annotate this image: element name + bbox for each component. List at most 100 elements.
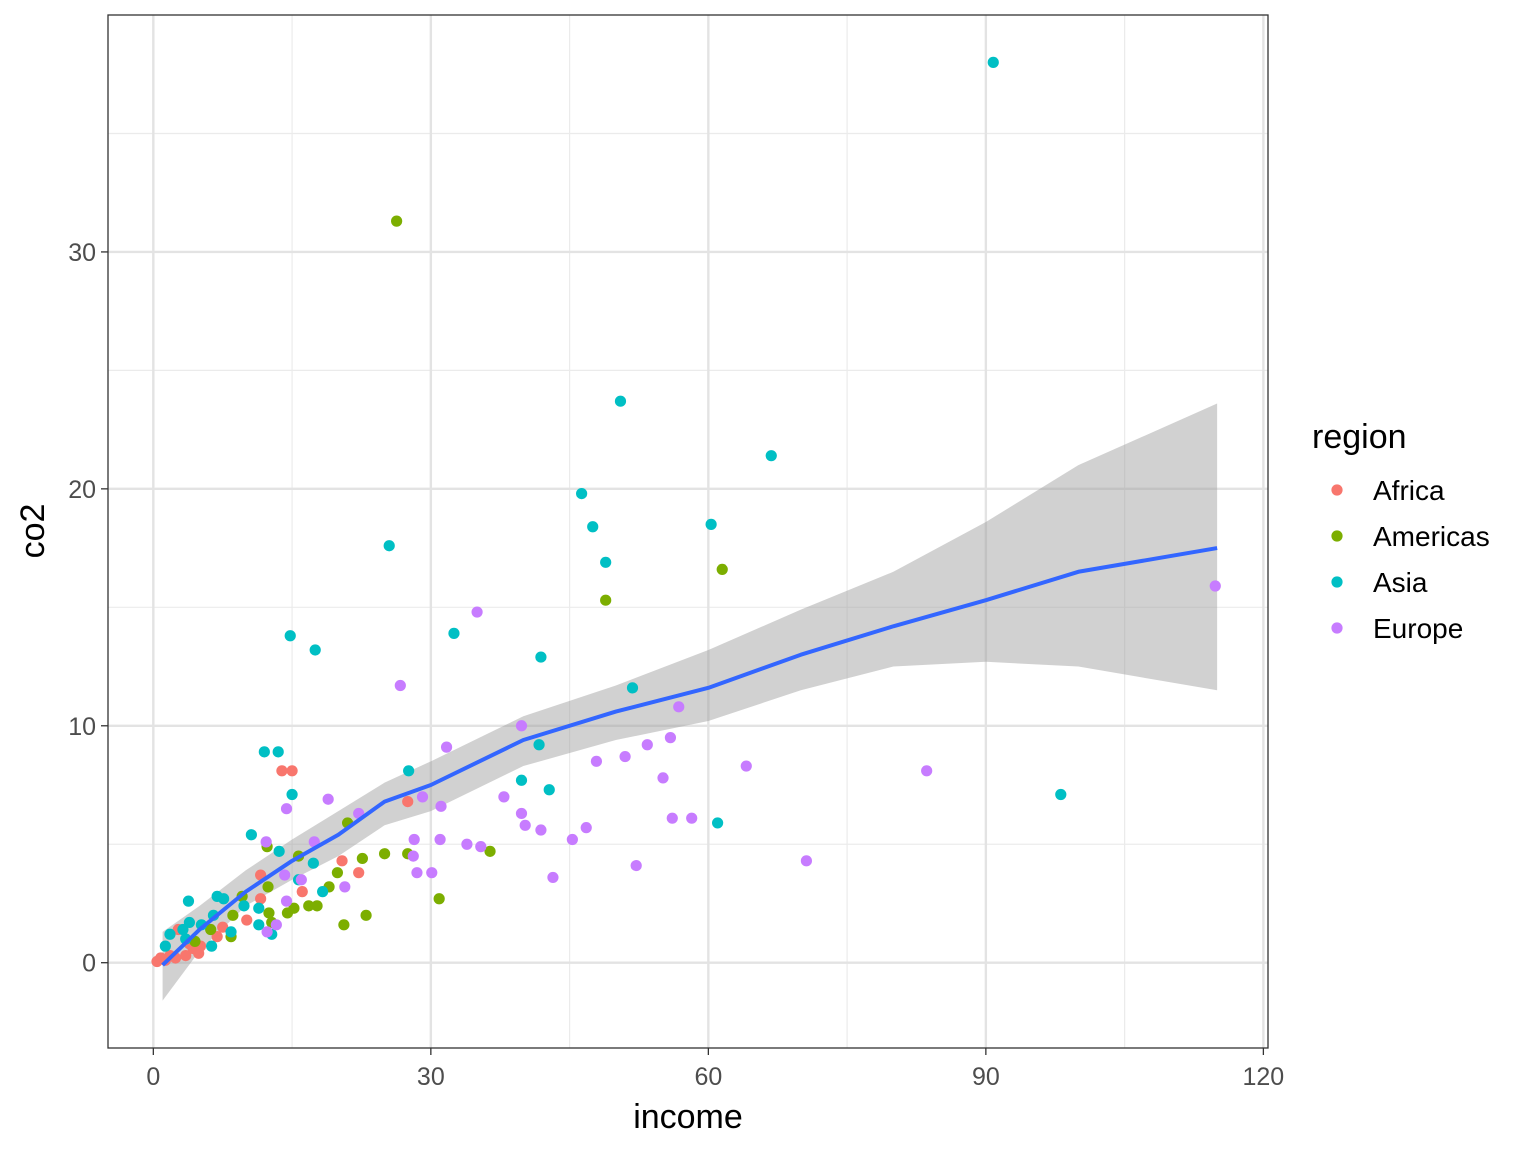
x-tick-label: 0 — [146, 1063, 160, 1091]
point-asia — [253, 902, 265, 914]
point-europe — [461, 838, 473, 850]
point-europe — [261, 926, 273, 938]
point-europe — [619, 750, 631, 763]
legend-label-asia: Asia — [1373, 567, 1428, 598]
point-europe — [279, 869, 291, 881]
point-asia — [383, 540, 395, 552]
point-europe — [260, 836, 272, 848]
point-americas — [356, 852, 368, 865]
point-europe — [322, 793, 334, 805]
point-europe — [666, 812, 678, 824]
point-africa — [336, 855, 348, 867]
point-europe — [740, 760, 752, 772]
smooth-line — [161, 546, 1218, 967]
y-tick-label: 30 — [68, 239, 96, 267]
point-europe — [408, 833, 420, 846]
point-europe — [411, 867, 423, 879]
legend-label-africa: Africa — [1373, 475, 1445, 506]
point-europe — [394, 679, 406, 692]
point-asia — [164, 928, 176, 940]
point-asia — [987, 56, 999, 68]
point-africa — [402, 795, 414, 808]
point-asia — [543, 784, 555, 796]
point-asia — [765, 450, 777, 462]
points — [151, 56, 1221, 968]
point-asia — [238, 900, 250, 912]
legend: region Africa Americas Asia Europe — [1312, 418, 1490, 644]
point-americas — [281, 907, 294, 919]
point-americas — [338, 919, 350, 931]
point-asia — [1055, 788, 1067, 801]
point-asia — [535, 651, 547, 663]
confidence-band — [162, 403, 1218, 1001]
point-americas — [263, 907, 275, 919]
point-europe — [471, 606, 483, 618]
point-asia — [705, 518, 717, 530]
point-europe — [270, 919, 282, 931]
legend-label-americas: Americas — [1373, 521, 1490, 552]
point-asia — [183, 916, 196, 929]
point-europe — [535, 824, 547, 836]
point-europe — [1209, 580, 1221, 592]
point-europe — [566, 833, 578, 846]
point-europe — [339, 881, 351, 893]
point-americas — [600, 594, 612, 606]
point-asia — [284, 630, 296, 642]
point-americas — [484, 845, 496, 857]
point-europe — [426, 867, 438, 879]
point-asia — [272, 746, 284, 758]
point-asia — [307, 857, 319, 869]
point-asia — [225, 926, 237, 938]
point-americas — [311, 900, 323, 912]
grid — [108, 15, 1268, 1048]
point-asia — [258, 746, 270, 758]
point-asia — [515, 774, 528, 786]
point-europe — [515, 807, 528, 820]
point-asia — [626, 682, 639, 694]
x-tick-label: 30 — [417, 1063, 445, 1091]
point-africa — [353, 867, 365, 879]
point-europe — [498, 791, 510, 803]
point-africa — [296, 886, 308, 898]
y-tick-label: 20 — [68, 476, 96, 504]
legend-key-americas — [1331, 530, 1343, 542]
point-asia — [206, 940, 218, 952]
point-asia — [159, 940, 171, 952]
legend-key-europe — [1331, 622, 1343, 634]
y-tick-label: 0 — [82, 950, 96, 978]
point-europe — [800, 855, 813, 867]
point-europe — [580, 822, 592, 834]
point-europe — [641, 739, 653, 751]
axes: 0 30 60 90 120 0 10 20 30 — [68, 239, 1284, 1091]
point-asia — [317, 886, 329, 898]
point-africa — [211, 931, 223, 943]
legend-key-asia — [1331, 576, 1343, 588]
legend-title: region — [1312, 418, 1407, 456]
point-asia — [177, 923, 189, 936]
point-asia — [448, 627, 460, 639]
point-americas — [391, 215, 403, 227]
panel-border — [107, 14, 1269, 1049]
x-axis-title: income — [633, 1098, 743, 1136]
point-europe — [440, 741, 453, 753]
point-americas — [360, 909, 372, 921]
legend-label-europe: Europe — [1373, 613, 1463, 644]
point-africa — [217, 921, 229, 933]
point-europe — [407, 850, 419, 862]
point-europe — [475, 841, 487, 853]
point-asia — [533, 739, 545, 751]
point-americas — [331, 867, 344, 879]
confidence-band-area — [162, 403, 1218, 1001]
point-europe — [686, 812, 698, 824]
point-europe — [664, 732, 677, 744]
y-tick-label: 10 — [68, 713, 96, 741]
point-africa — [286, 765, 298, 777]
legend-key-africa — [1331, 484, 1343, 496]
point-africa — [255, 893, 267, 905]
point-asia — [218, 893, 230, 905]
point-europe — [547, 871, 559, 884]
point-europe — [673, 701, 685, 713]
point-americas — [433, 893, 445, 905]
point-asia — [600, 556, 612, 568]
